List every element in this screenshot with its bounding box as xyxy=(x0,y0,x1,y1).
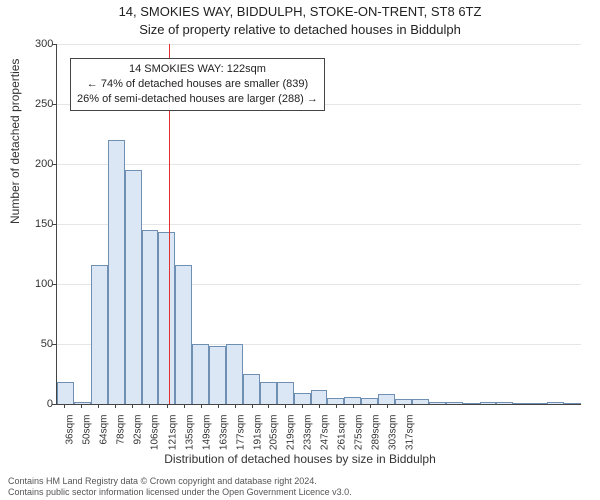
histogram-bar xyxy=(125,170,142,404)
x-tick-mark xyxy=(353,404,354,408)
x-tick-mark xyxy=(268,404,269,408)
annotation-line1: 14 SMOKIES WAY: 122sqm xyxy=(77,62,318,77)
y-tick-label: 300 xyxy=(35,38,53,50)
footer-line2: Contains public sector information licen… xyxy=(8,487,352,498)
x-tick-mark xyxy=(404,404,405,408)
x-tick-mark xyxy=(98,404,99,408)
x-tick-label: 135sqm xyxy=(184,415,195,455)
annotation-line3: 26% of semi-detached houses are larger (… xyxy=(77,92,318,107)
histogram-bar xyxy=(91,265,108,404)
x-tick-mark xyxy=(132,404,133,408)
x-tick-mark xyxy=(149,404,150,408)
x-tick-label: 50sqm xyxy=(82,415,93,455)
histogram-bar xyxy=(294,393,311,404)
x-tick-label: 191sqm xyxy=(252,415,263,455)
y-tick-label: 250 xyxy=(35,98,53,110)
histogram-bar xyxy=(344,397,361,404)
page-title-line2: Size of property relative to detached ho… xyxy=(0,22,600,37)
histogram-bar xyxy=(57,382,74,404)
histogram-bar xyxy=(142,230,159,404)
x-tick-mark xyxy=(201,404,202,408)
histogram-bar xyxy=(311,390,328,404)
histogram-bar xyxy=(277,382,294,404)
footer-line1: Contains HM Land Registry data © Crown c… xyxy=(8,476,352,487)
histogram-bar xyxy=(496,402,513,404)
histogram-bar xyxy=(158,232,175,404)
histogram-bar xyxy=(209,346,226,404)
histogram-bar xyxy=(463,403,480,404)
histogram-bar xyxy=(547,402,564,404)
histogram-bar xyxy=(530,403,547,404)
x-axis-label: Distribution of detached houses by size … xyxy=(0,452,600,466)
x-tick-mark xyxy=(370,404,371,408)
x-tick-mark xyxy=(319,404,320,408)
y-tick-mark xyxy=(52,404,56,405)
x-tick-mark xyxy=(336,404,337,408)
histogram-bar xyxy=(564,403,581,404)
y-tick-mark xyxy=(52,284,56,285)
x-tick-label: 121sqm xyxy=(168,415,179,455)
histogram-bar xyxy=(108,140,125,404)
histogram-bar xyxy=(480,402,497,404)
y-tick-label: 200 xyxy=(35,158,53,170)
x-tick-label: 275sqm xyxy=(354,415,365,455)
histogram-bar xyxy=(446,402,463,404)
gridline xyxy=(57,44,581,45)
y-tick-mark xyxy=(52,224,56,225)
histogram-bar xyxy=(192,344,209,404)
x-tick-label: 92sqm xyxy=(133,415,144,455)
x-tick-label: 106sqm xyxy=(149,415,160,455)
histogram-bar xyxy=(243,374,260,404)
y-tick-label: 50 xyxy=(35,338,53,350)
histogram-bar xyxy=(260,382,277,404)
y-tick-mark xyxy=(52,104,56,105)
x-tick-mark xyxy=(64,404,65,408)
y-tick-label: 0 xyxy=(35,398,53,410)
x-tick-mark xyxy=(387,404,388,408)
page-title-line1: 14, SMOKIES WAY, BIDDULPH, STOKE-ON-TREN… xyxy=(0,4,600,19)
x-tick-label: 36sqm xyxy=(65,415,76,455)
x-tick-label: 247sqm xyxy=(320,415,331,455)
y-axis-label: Number of detached properties xyxy=(8,59,22,224)
x-tick-label: 163sqm xyxy=(218,415,229,455)
y-tick-label: 150 xyxy=(35,218,53,230)
x-tick-mark xyxy=(252,404,253,408)
x-tick-mark xyxy=(167,404,168,408)
histogram-bar xyxy=(513,403,530,404)
x-tick-label: 177sqm xyxy=(235,415,246,455)
x-tick-mark xyxy=(235,404,236,408)
x-tick-label: 219sqm xyxy=(286,415,297,455)
histogram-bar xyxy=(175,265,192,404)
x-tick-label: 261sqm xyxy=(337,415,348,455)
histogram-bar xyxy=(429,402,446,404)
y-tick-mark xyxy=(52,44,56,45)
annotation-line2: ← 74% of detached houses are smaller (83… xyxy=(77,77,318,92)
x-tick-mark xyxy=(81,404,82,408)
x-tick-label: 78sqm xyxy=(116,415,127,455)
x-tick-label: 64sqm xyxy=(99,415,110,455)
annotation-box: 14 SMOKIES WAY: 122sqm ← 74% of detached… xyxy=(70,58,325,111)
x-tick-label: 205sqm xyxy=(269,415,280,455)
x-tick-label: 149sqm xyxy=(201,415,212,455)
x-tick-mark xyxy=(184,404,185,408)
x-tick-mark xyxy=(302,404,303,408)
gridline xyxy=(57,164,581,165)
footer-attribution: Contains HM Land Registry data © Crown c… xyxy=(8,476,352,499)
histogram-bar xyxy=(226,344,243,404)
x-tick-mark xyxy=(285,404,286,408)
y-tick-mark xyxy=(52,344,56,345)
y-tick-label: 100 xyxy=(35,278,53,290)
x-tick-label: 289sqm xyxy=(370,415,381,455)
x-tick-mark xyxy=(115,404,116,408)
x-tick-label: 303sqm xyxy=(387,415,398,455)
y-tick-mark xyxy=(52,164,56,165)
x-tick-label: 317sqm xyxy=(404,415,415,455)
x-tick-label: 233sqm xyxy=(303,415,314,455)
histogram-bar xyxy=(378,394,395,404)
x-tick-mark xyxy=(218,404,219,408)
histogram-bar xyxy=(412,399,429,404)
